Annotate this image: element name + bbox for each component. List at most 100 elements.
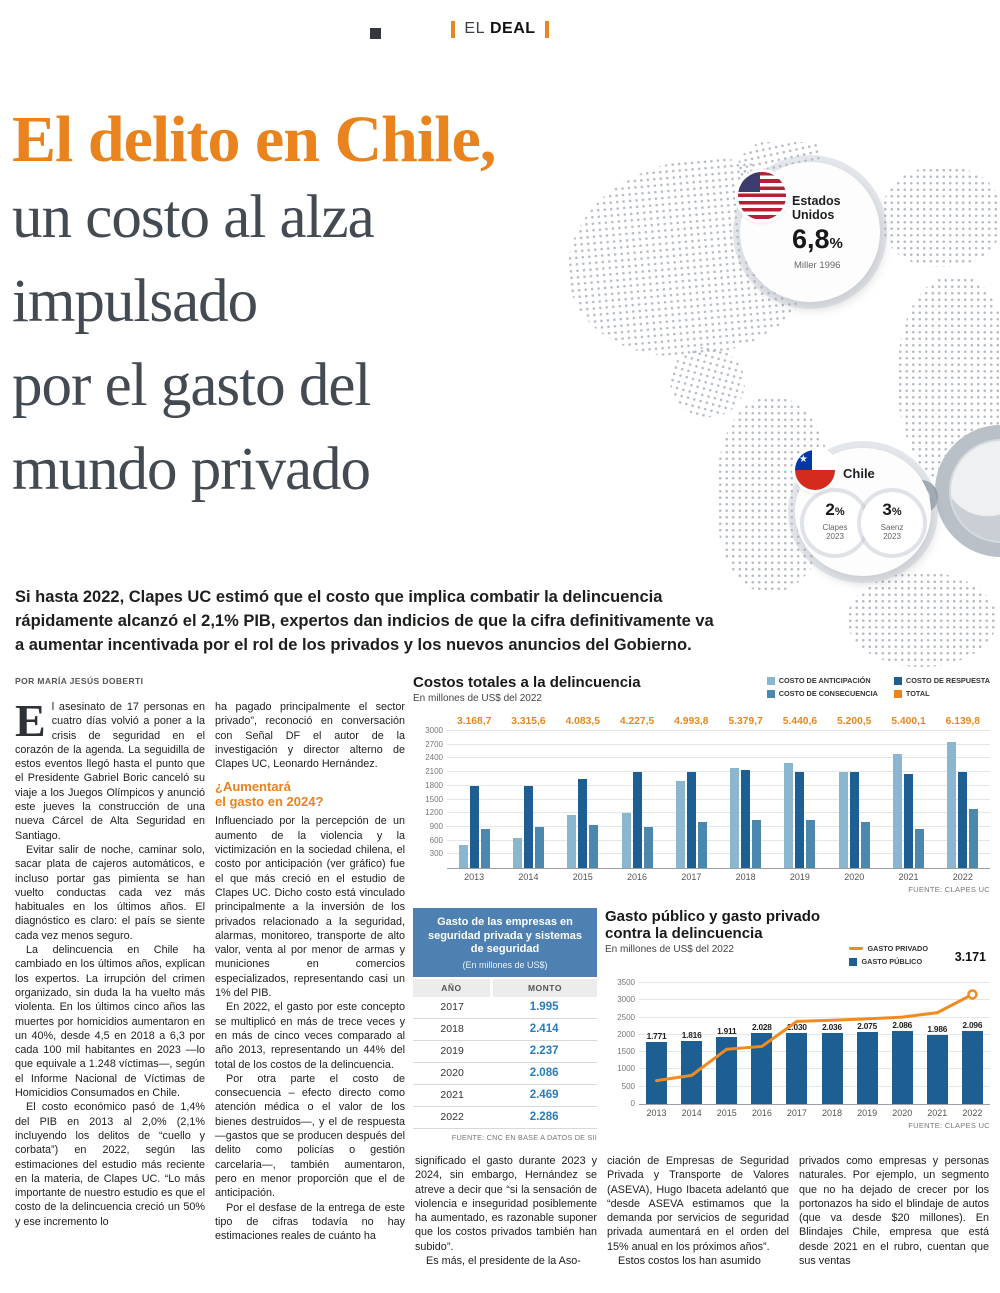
- bar-value-label: 2.096: [962, 1019, 983, 1030]
- bar: [904, 774, 914, 868]
- x-tick-label: 2018: [735, 872, 756, 882]
- chart-gasto-publico-privado: Gasto público y gasto privado contra la …: [605, 908, 990, 1130]
- y-tick-label: 2500: [617, 1012, 635, 1022]
- bar: [806, 820, 816, 868]
- bar-value-label: 1.986: [927, 1023, 948, 1034]
- bar: [730, 767, 740, 868]
- bar-group: [827, 731, 881, 868]
- chart-costos-totales: Costos totales a la delincuencia En mill…: [413, 674, 990, 894]
- map-blob-europe: [882, 167, 1000, 267]
- body-column-2: ha pagado principalmente el sector priva…: [215, 700, 405, 1243]
- total-value-label: 5.379,7: [728, 716, 763, 727]
- bar-value-label: 1.816: [681, 1029, 702, 1040]
- masthead-section-deal: DEAL: [490, 20, 536, 37]
- us-stat-source: Miller 1996: [794, 260, 841, 271]
- y-tick-label: 1500: [617, 1047, 635, 1057]
- bar: [469, 785, 479, 868]
- bar-group: 2.036: [814, 983, 849, 1104]
- chart2-title: Gasto público y gasto privado contra la …: [605, 908, 821, 942]
- total-value-label: 4.083,5: [565, 716, 600, 727]
- x-tick-label: 2021: [927, 1108, 948, 1118]
- gridline: [447, 771, 990, 773]
- chart2-legend: GASTO PRIVADO GASTO PÚBLICO: [849, 944, 928, 966]
- table-header: Gasto de las empresas en seguridad priva…: [413, 908, 597, 977]
- bar-group: 2.096: [955, 983, 990, 1104]
- chile-stat-badge: ★ Chile 2% Clapes 2023 3% Saenz 2023: [795, 448, 931, 576]
- table-row: 2017 1.995: [413, 997, 597, 1019]
- x-tick-label: 2019: [857, 1108, 878, 1118]
- bar: [523, 785, 533, 868]
- bar: [621, 813, 631, 868]
- bar-group: [447, 731, 501, 868]
- paragraph: ciación de Empresas de Seguridad Privada…: [607, 1155, 789, 1253]
- y-tick-label: 0: [630, 1099, 635, 1108]
- headline-rest: un costo al alza impulsado por el gasto …: [12, 184, 375, 503]
- x-tick-label: 2014: [681, 1108, 702, 1118]
- bar: [458, 845, 468, 868]
- bar-groups: [447, 731, 990, 868]
- lede-paragraph: Si hasta 2022, Clapes UC estimó que el c…: [15, 588, 714, 654]
- bar: [741, 769, 751, 868]
- legend-swatch-icon: [849, 947, 864, 950]
- paragraph: Evitar salir de noche, caminar solo, sac…: [15, 843, 205, 942]
- legend-item: COSTO DE ANTICIPACIÓN: [766, 676, 878, 685]
- bar-value-label: 1.911: [717, 1026, 737, 1037]
- bar: [578, 778, 588, 868]
- bar-group: 2.086: [885, 983, 920, 1104]
- bar: [752, 820, 762, 868]
- chile-stat-clapes: 2% Clapes 2023: [804, 492, 866, 554]
- paragraph: Es más, el presidente de la Aso-: [426, 1255, 581, 1268]
- y-tick-label: 3000: [617, 995, 635, 1005]
- bar-value-label: 2.030: [787, 1022, 807, 1033]
- bar: [512, 838, 522, 868]
- bar: [926, 1034, 948, 1104]
- chart1-source: FUENTE: CLAPES UC: [908, 885, 990, 894]
- paragraph: privados como empresas y personas natura…: [799, 1155, 989, 1268]
- bar-group: 2.075: [850, 983, 885, 1104]
- column-amount: MONTO: [492, 978, 597, 997]
- total-value-label: 5.400,1: [891, 716, 926, 727]
- chart2-x-axis: 2013 2014 2015 2016 2017 2018 2019 2020 2021 2022: [639, 1108, 990, 1118]
- bar: [646, 1042, 668, 1104]
- gridline: [447, 825, 990, 827]
- y-tick-label: 1800: [425, 780, 443, 790]
- bar: [915, 829, 925, 868]
- masthead-section-el: EL: [464, 20, 485, 37]
- bar: [697, 822, 707, 868]
- y-tick-label: 600: [429, 835, 443, 845]
- y-tick-label: 1500: [425, 794, 443, 804]
- y-tick-label: 2400: [425, 753, 443, 763]
- chile-stat-saenz: 3% Saenz 2023: [861, 492, 923, 554]
- gridline: [639, 1085, 990, 1087]
- y-tick-label: 3000: [425, 726, 443, 735]
- chart1-x-axis: 2013 2014 2015 2016 2017 2018 2019 2020 2021 2022: [447, 872, 990, 882]
- bar-group: 1.771: [639, 983, 674, 1104]
- y-tick-label: 3500: [617, 978, 635, 987]
- section-subhead: ¿Aumentará el gasto en 2024?: [215, 779, 324, 810]
- x-tick-label: 2016: [751, 1108, 772, 1118]
- paragraph: Por otra parte el costo de consecuencia …: [215, 1072, 405, 1200]
- bar: [681, 1040, 703, 1104]
- us-flag-icon: [738, 172, 786, 220]
- gridline: [447, 730, 990, 731]
- bar: [632, 772, 642, 868]
- headline-line1: El delito en Chile,: [12, 103, 496, 176]
- bar: [675, 781, 685, 868]
- corner-marker: [370, 28, 381, 39]
- y-tick-label: 300: [429, 849, 443, 859]
- total-value-label: 3.315,6: [511, 716, 546, 727]
- bar-value-label: 2.028: [751, 1022, 772, 1033]
- bar-group: [664, 731, 718, 868]
- bar: [751, 1033, 773, 1104]
- bar-group: [773, 731, 827, 868]
- security-spending-table: Gasto de las empresas en seguridad priva…: [413, 908, 597, 1142]
- table-row: 2021 2.469: [413, 1085, 597, 1107]
- gridline: [447, 853, 990, 855]
- x-tick-label: 2020: [892, 1108, 913, 1118]
- paragraph: La delincuencia en Chile ha cambiado en …: [15, 944, 205, 1100]
- chart1-legend: COSTO DE ANTICIPACIÓN COSTO DE RESPUESTA C…: [766, 676, 990, 698]
- bar: [534, 826, 544, 868]
- bar: [860, 822, 870, 868]
- legend-item: COSTO DE CONSECUENCIA: [766, 689, 878, 698]
